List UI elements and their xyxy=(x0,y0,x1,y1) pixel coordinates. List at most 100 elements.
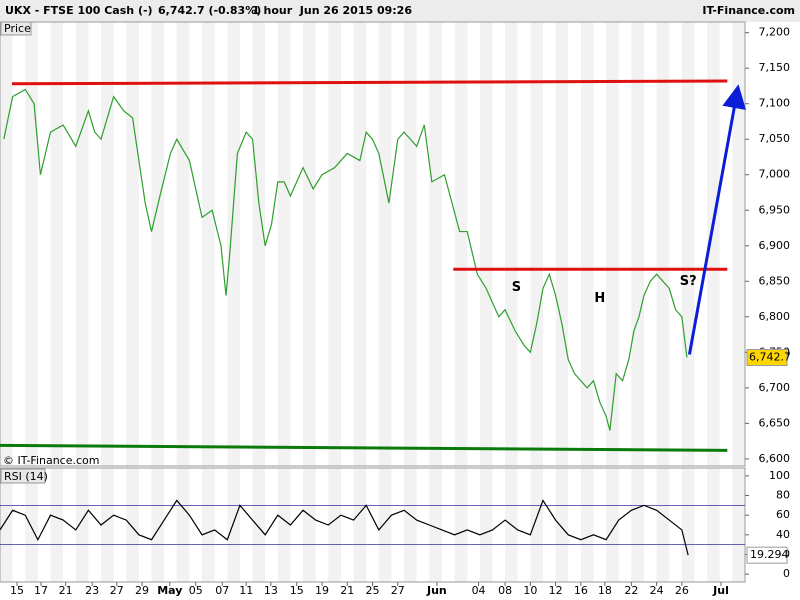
y-tick-label: 100 xyxy=(769,469,790,482)
x-tick-label: Jun xyxy=(426,584,447,597)
trend-line xyxy=(0,443,728,452)
x-tick-label: Jul xyxy=(712,584,729,597)
y-tick-label: 6,800 xyxy=(759,310,791,323)
day-stripe xyxy=(75,22,89,466)
day-stripe xyxy=(681,468,695,582)
forecast-arrow xyxy=(687,84,747,355)
y-tick-label: 80 xyxy=(776,489,790,502)
y-tick-label: 7,200 xyxy=(759,26,791,39)
x-tick-label: 10 xyxy=(523,584,537,597)
x-tick-label: 15 xyxy=(10,584,24,597)
day-stripe xyxy=(429,468,442,582)
x-tick-label: 22 xyxy=(624,584,638,597)
day-stripe xyxy=(176,22,190,466)
pattern-label: S? xyxy=(680,274,697,289)
day-stripe xyxy=(126,22,139,466)
day-stripe xyxy=(404,468,417,582)
x-tick-label: 23 xyxy=(85,584,99,597)
day-stripe xyxy=(252,22,266,466)
day-stripe xyxy=(202,22,215,466)
day-stripe xyxy=(606,22,619,466)
day-stripe xyxy=(277,468,291,582)
day-stripe xyxy=(404,22,417,466)
header-bar xyxy=(0,0,800,22)
day-stripe xyxy=(353,468,367,582)
day-stripe xyxy=(151,22,165,466)
day-stripe xyxy=(555,468,569,582)
x-tick-label: 24 xyxy=(650,584,664,597)
x-tick-label: 25 xyxy=(366,584,380,597)
pattern-label: H xyxy=(594,291,605,306)
x-tick-label: 12 xyxy=(549,584,563,597)
y-tick-label: 7,000 xyxy=(759,168,791,181)
series-line xyxy=(0,499,689,556)
day-stripe xyxy=(707,468,720,582)
y-tick-label: 60 xyxy=(776,508,790,521)
day-stripe xyxy=(681,22,695,466)
y-tick-label: 6,850 xyxy=(759,274,791,287)
x-tick-label: 26 xyxy=(675,584,689,597)
day-stripe xyxy=(454,468,468,582)
day-stripe xyxy=(25,468,38,582)
x-tick-label: 13 xyxy=(264,584,278,597)
y-tick-label: 7,150 xyxy=(759,61,791,74)
symbol-title: UKX - FTSE 100 Cash (-) xyxy=(5,4,153,17)
panel-label: Price xyxy=(4,22,31,35)
source: IT-Finance.com xyxy=(702,4,795,17)
day-stripe xyxy=(25,22,38,466)
y-tick-label: 40 xyxy=(776,528,790,541)
day-stripe xyxy=(277,22,291,466)
day-stripe xyxy=(378,22,392,466)
day-stripe xyxy=(429,22,442,466)
day-stripe xyxy=(151,468,165,582)
series-line xyxy=(3,88,688,431)
y-tick-label: 0 xyxy=(783,567,790,580)
day-stripe xyxy=(227,22,240,466)
x-tick-label: 08 xyxy=(498,584,512,597)
timeframe: 1 hour Jun 26 2015 09:26 xyxy=(252,4,412,17)
panel-label-box xyxy=(0,468,46,484)
day-stripe xyxy=(606,468,619,582)
day-stripe xyxy=(732,468,745,582)
last-price-label: 6,742.7 xyxy=(749,351,791,364)
x-tick-label: May xyxy=(157,584,182,597)
x-tick-label: 04 xyxy=(472,584,486,597)
x-tick-label: 21 xyxy=(340,584,354,597)
x-tick-label: 27 xyxy=(391,584,405,597)
price-panel xyxy=(0,21,746,467)
day-stripe xyxy=(227,468,240,582)
day-stripe xyxy=(328,22,341,466)
x-tick-label: 11 xyxy=(239,584,253,597)
day-stripe xyxy=(631,468,644,582)
quote: 6,742.7 (-0.83%) xyxy=(158,4,261,17)
y-tick-label: 6,650 xyxy=(759,416,791,429)
day-stripe xyxy=(50,22,64,466)
day-stripe xyxy=(303,22,316,466)
day-stripe xyxy=(202,468,215,582)
day-stripe xyxy=(328,468,341,582)
day-stripe xyxy=(101,468,114,582)
y-tick-label: 6,600 xyxy=(759,452,791,465)
y-tick-label: 6,700 xyxy=(759,381,791,394)
day-stripe xyxy=(732,22,745,466)
x-tick-label: 05 xyxy=(189,584,203,597)
x-tick-label: 15 xyxy=(290,584,304,597)
day-stripe xyxy=(555,22,569,466)
day-stripe xyxy=(580,468,594,582)
last-price-box xyxy=(746,349,788,367)
day-stripe xyxy=(353,22,367,466)
day-stripe xyxy=(530,22,543,466)
day-stripe xyxy=(454,22,468,466)
panel-label-box xyxy=(0,21,32,36)
day-stripe xyxy=(0,22,13,466)
day-stripe xyxy=(656,468,670,582)
day-stripe xyxy=(631,22,644,466)
x-tick-label: 16 xyxy=(574,584,588,597)
day-stripe xyxy=(479,468,493,582)
x-tick-label: 07 xyxy=(215,584,229,597)
x-tick-label: 29 xyxy=(135,584,149,597)
y-tick-label: 6,900 xyxy=(759,239,791,252)
day-stripe xyxy=(176,468,190,582)
x-tick-label: 17 xyxy=(34,584,48,597)
